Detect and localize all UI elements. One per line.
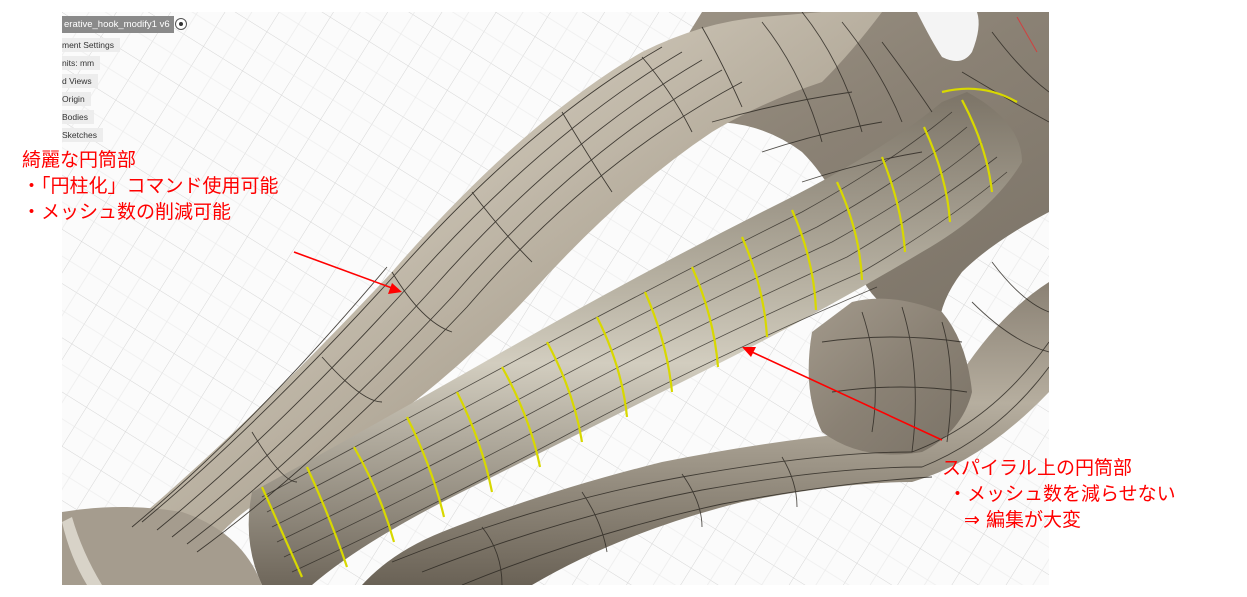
left-annotation-point-2: ・メッシュ数の削減可能 <box>22 201 232 223</box>
left-annotation-title: 綺麗な円筒部 <box>22 149 137 171</box>
tree-item-units[interactable]: nits: mm <box>62 56 101 70</box>
right-annotation-point-1: ・メッシュ数を減らせない <box>948 483 1176 505</box>
base-flange <box>62 507 262 585</box>
upper-tube <box>122 12 882 557</box>
right-annotation-title: スパイラル上の円筒部 <box>942 457 1133 479</box>
axis-indicator <box>1016 16 1038 53</box>
model-canvas[interactable] <box>62 12 1049 585</box>
tree-item-sketches[interactable]: Sketches <box>62 128 103 142</box>
left-annotation: 綺麗な円筒部 ・「円柱化」コマンド使用可能 ・メッシュ数の削減可能 <box>22 147 279 225</box>
vertical-tube <box>808 298 972 455</box>
annotation-arrows <box>293 251 943 441</box>
tree-item-origin[interactable]: Origin <box>62 92 91 106</box>
tree-item-named-views[interactable]: d Views <box>62 74 98 88</box>
tree-item-document-settings[interactable]: ment Settings <box>62 38 120 52</box>
right-annotation-point-2: ⇒ 編集が大変 <box>964 509 1081 531</box>
lower-tube-mesh <box>391 341 1049 585</box>
junction-mesh <box>711 12 1049 453</box>
left-annotation-point-1: ・「円柱化」コマンド使用可能 <box>22 175 279 197</box>
junction-body <box>502 12 1049 342</box>
base-flange-lip <box>62 517 102 585</box>
document-title[interactable]: erative_hook_modify1 v6 <box>62 16 174 33</box>
spiral-highlight-curves <box>260 87 1018 578</box>
lower-right-tube <box>362 282 1049 585</box>
visibility-icon[interactable] <box>175 18 187 30</box>
spiral-tube-mesh <box>261 111 1008 573</box>
junction-hole <box>917 12 979 61</box>
right-annotation: スパイラル上の円筒部 ・メッシュ数を減らせない ⇒ 編集が大変 <box>942 455 1176 533</box>
3d-viewport[interactable]: erative_hook_modify1 v6 ment Settings ni… <box>62 12 1049 585</box>
tree-item-bodies[interactable]: Bodies <box>62 110 94 124</box>
